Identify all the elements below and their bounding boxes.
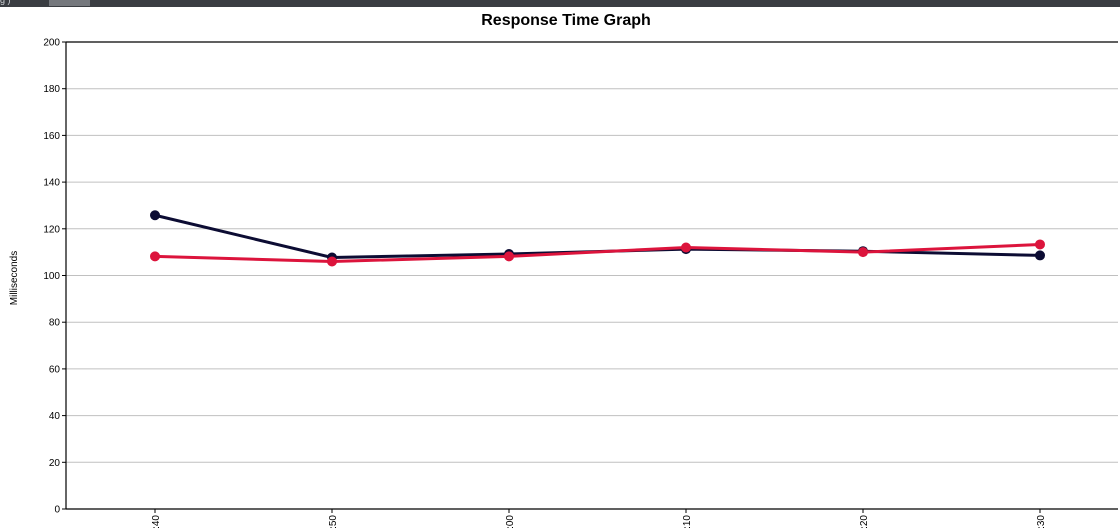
- x-tick-label: :30: [1036, 515, 1047, 529]
- y-tick-label: 180: [43, 84, 60, 95]
- y-tick-label: 0: [54, 505, 60, 516]
- series-2-point: [504, 251, 514, 262]
- y-tick-label: 80: [49, 318, 61, 329]
- series-2-line: [154, 242, 1041, 263]
- y-tick-label: 160: [43, 131, 60, 142]
- series-2-point: [858, 247, 868, 258]
- window-tab[interactable]: [49, 0, 90, 6]
- y-tick-label: 200: [43, 38, 60, 49]
- y-tick-label: 140: [43, 178, 60, 189]
- y-tick-label: 60: [49, 364, 61, 375]
- chart-title: Response Time Graph: [481, 12, 651, 29]
- y-tick-label: 120: [43, 224, 60, 235]
- y-axis-ticks: 0 20 40 60 80 100 120 140 160 180 200: [43, 38, 66, 516]
- x-tick-label: :10: [682, 515, 693, 529]
- y-tick-label: 100: [43, 271, 60, 282]
- series-1-point: [1035, 250, 1045, 261]
- x-tick-label: :20: [859, 515, 870, 529]
- x-axis-ticks: :40 :50 :00 :10 :20 :30: [151, 509, 1047, 529]
- y-axis-label: Milliseconds: [9, 251, 20, 305]
- chart-series: [150, 210, 1045, 267]
- x-tick-label: :40: [151, 515, 162, 529]
- series-2-point: [327, 256, 337, 267]
- series-2-point: [150, 251, 160, 262]
- series-2-point: [1035, 239, 1045, 250]
- y-tick-label: 20: [49, 458, 61, 469]
- series-1-point: [150, 210, 160, 221]
- y-tick-label: 40: [49, 411, 61, 422]
- window-tab-text: g ): [0, 0, 11, 5]
- window-topbar: g ): [0, 0, 1120, 7]
- x-tick-label: :50: [328, 515, 339, 529]
- series-2-point: [681, 242, 691, 253]
- x-tick-label: :00: [505, 515, 516, 529]
